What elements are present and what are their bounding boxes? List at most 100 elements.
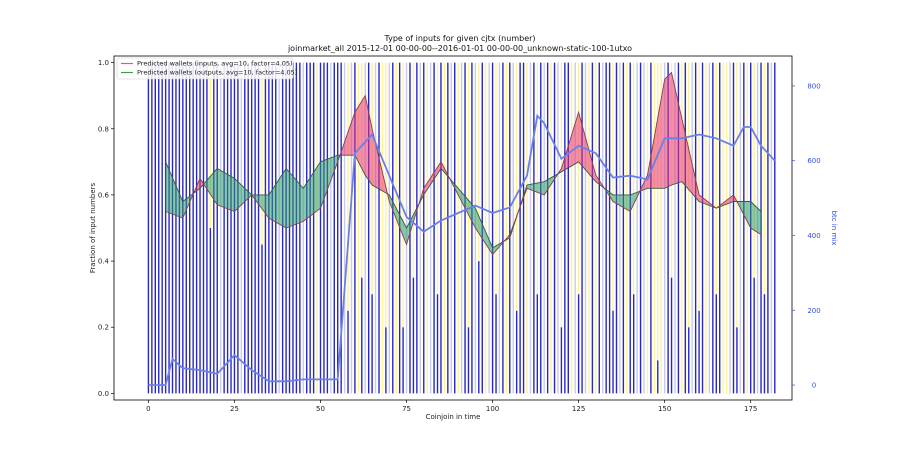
bar <box>571 62 573 394</box>
bar <box>281 62 284 394</box>
y2-tick-label: 0 <box>812 382 816 390</box>
bar <box>206 62 208 394</box>
bar <box>488 62 490 394</box>
series-line-outputs <box>165 154 762 249</box>
fill-between-segment <box>286 168 304 228</box>
bar <box>381 62 384 394</box>
fill-between-segment <box>200 178 204 189</box>
bar <box>340 62 342 394</box>
bar <box>667 62 669 394</box>
bar <box>529 62 532 394</box>
bar <box>337 62 339 394</box>
bar <box>450 62 452 394</box>
bar <box>168 62 170 394</box>
bar <box>722 62 724 394</box>
bar <box>467 62 470 328</box>
bar <box>416 62 418 394</box>
bar <box>715 62 717 295</box>
x-axis-label: Coinjoin in time <box>426 413 481 421</box>
bar <box>230 62 232 394</box>
bar <box>743 62 745 394</box>
bar <box>216 62 218 394</box>
bar <box>753 62 755 278</box>
bar <box>505 62 508 394</box>
fill-between-segment <box>475 208 493 255</box>
bar <box>763 294 766 394</box>
bar <box>343 62 346 394</box>
bar <box>171 62 174 394</box>
bar <box>770 62 773 394</box>
x-tick-label: 125 <box>572 405 585 413</box>
bar <box>622 62 625 394</box>
bar <box>374 62 377 394</box>
bar <box>509 62 511 394</box>
bar <box>433 62 435 394</box>
fill-between-segment <box>217 168 235 212</box>
bar <box>515 310 518 394</box>
y-tick-label: 0.8 <box>98 125 109 133</box>
bar <box>712 62 714 394</box>
plot-frame <box>113 55 793 401</box>
fill-between-segment <box>389 194 407 245</box>
bar <box>233 62 236 394</box>
y2-tick-label: 400 <box>807 232 820 240</box>
bar <box>347 310 349 394</box>
bar <box>677 62 680 394</box>
bar <box>736 327 738 394</box>
bar <box>705 62 707 394</box>
bar <box>615 62 618 394</box>
y-tick-label: 1.0 <box>98 59 109 67</box>
y-axis-right: 0 200 400 600 800 <box>792 82 821 390</box>
bar <box>443 62 446 394</box>
y2-tick-label: 800 <box>807 82 820 90</box>
bar <box>395 62 397 394</box>
bar <box>701 62 704 394</box>
bar <box>199 62 201 394</box>
bar <box>484 62 487 394</box>
bar <box>639 62 642 394</box>
bar <box>632 294 635 394</box>
bar <box>371 294 373 394</box>
bar <box>295 62 298 394</box>
bar <box>447 62 449 394</box>
bar <box>202 62 205 394</box>
bar <box>553 62 556 394</box>
bar <box>275 62 277 394</box>
bar <box>498 62 501 394</box>
bar <box>736 62 738 328</box>
fill-between-segment <box>203 168 218 205</box>
bar <box>657 62 659 361</box>
bar <box>588 62 590 394</box>
bar <box>457 62 459 394</box>
bar <box>719 62 721 394</box>
bar <box>309 62 311 394</box>
bar <box>364 62 366 394</box>
bar <box>753 277 755 394</box>
bar <box>247 62 249 394</box>
bar <box>278 62 280 394</box>
bar <box>560 327 563 394</box>
bar <box>357 62 360 394</box>
bar <box>732 62 735 394</box>
bar <box>684 62 687 394</box>
bar <box>151 62 153 394</box>
bar <box>326 62 329 394</box>
y-tick-label: 0.0 <box>98 390 109 398</box>
bar <box>323 62 325 394</box>
bar <box>209 228 212 394</box>
fill-between-segment <box>320 155 338 209</box>
chart-subtitle: joinmarket_all 2015-12-01 00-00-00--2016… <box>287 44 632 53</box>
bar <box>467 327 470 394</box>
bar <box>536 294 539 394</box>
bar <box>681 62 683 394</box>
x-tick-label: 0 <box>146 405 150 413</box>
bar <box>392 62 394 394</box>
y2-tick-label: 600 <box>807 157 820 165</box>
bar <box>612 310 614 394</box>
bar <box>312 62 315 394</box>
bar <box>440 62 442 394</box>
bar <box>698 62 700 311</box>
legend-box <box>116 57 294 80</box>
bar <box>746 62 748 394</box>
bar <box>522 62 525 394</box>
